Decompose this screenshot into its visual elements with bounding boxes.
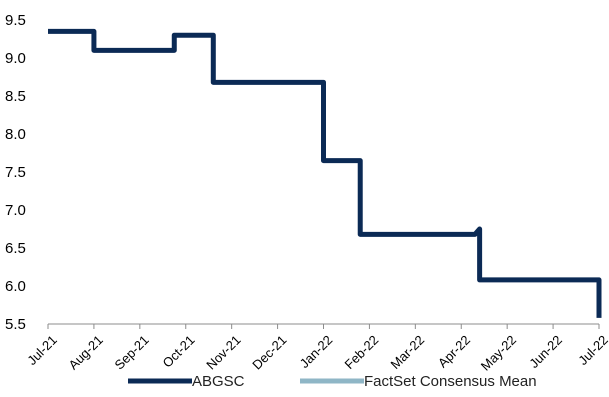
y-tick-label: 9.5	[5, 12, 26, 29]
x-tick-label: Mar-22	[388, 332, 428, 372]
x-tick-label: Apr-22	[435, 332, 473, 370]
y-tick-label: 7.0	[5, 202, 26, 219]
x-tick-label: Jun-22	[526, 332, 565, 371]
series-line-0	[48, 28, 602, 318]
y-tick-label: 9.0	[5, 50, 26, 67]
x-tick-label: Aug-21	[66, 332, 106, 372]
y-tick-label: 8.0	[5, 126, 26, 143]
x-tick-label: Jul-22	[575, 332, 609, 368]
y-axis-ticks: 9.5 9.0 8.5 8.0 7.5 7.0 6.5 6.0 5.5	[5, 12, 26, 333]
x-tick-label: Dec-21	[249, 332, 289, 372]
x-tick-label: Jan-22	[297, 332, 336, 371]
legend: ABGSC FactSet Consensus Mean	[128, 373, 537, 390]
x-tick-label: Nov-21	[203, 332, 243, 372]
y-tick-label: 8.5	[5, 88, 26, 105]
x-tick-label: Oct-21	[159, 332, 197, 370]
y-tick-label: 5.5	[5, 316, 26, 333]
legend-label: ABGSC	[192, 373, 245, 390]
x-tick-label: Sep-21	[111, 332, 151, 372]
series-layer	[48, 28, 602, 318]
y-tick-label: 7.5	[5, 164, 26, 181]
y-tick-label: 6.0	[5, 278, 26, 295]
x-tick-label: May-22	[478, 332, 519, 373]
x-tick-label: Jul-21	[24, 332, 60, 368]
legend-label: FactSet Consensus Mean	[364, 373, 537, 390]
y-tick-label: 6.5	[5, 240, 26, 257]
x-tick-label: Feb-22	[342, 332, 382, 372]
x-axis: Jul-21 Aug-21 Sep-21 Oct-21 Nov-21 Dec-21 Jan-…	[24, 323, 609, 374]
